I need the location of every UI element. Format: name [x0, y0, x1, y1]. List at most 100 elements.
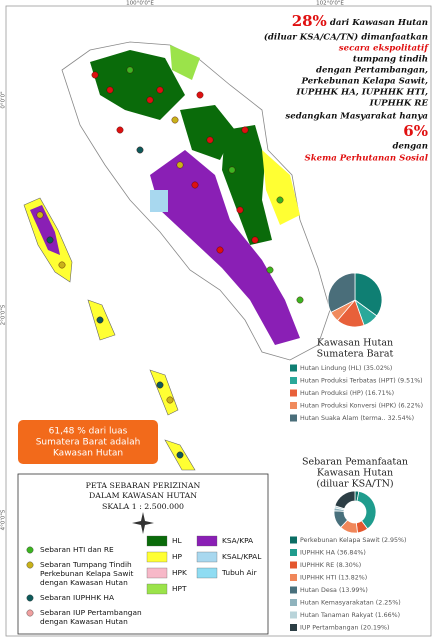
- legend-label: Hutan Produksi Konversi (HPK) (6.22%): [300, 403, 423, 410]
- hl-zone: [222, 125, 272, 245]
- headline-text: dari Kawasan Hutan: [330, 18, 428, 28]
- map-art: [23, 41, 331, 471]
- map-point: [46, 236, 54, 244]
- legend-label: HPK: [172, 568, 187, 577]
- headline-text: dengan: [392, 142, 428, 152]
- legend-label: Tubuh Air: [221, 568, 258, 577]
- map-point: [156, 86, 164, 94]
- legend-swatch: [290, 389, 297, 397]
- headline: 28% dari Kawasan Hutan (diluar KSA/CA/TN…: [264, 12, 429, 164]
- legend-value: (13.82%): [338, 575, 367, 582]
- legend-label: Hutan Produksi Terbatas (HPT) (9.51%): [300, 378, 423, 385]
- map-point: [206, 136, 214, 144]
- legend-name: Perkebunan Kelapa Sawit: [300, 537, 380, 544]
- legend-name: Hutan Kemasyarakatan: [300, 600, 374, 607]
- map-point: [156, 381, 164, 389]
- map-point: [276, 196, 284, 204]
- legend-swatch: [290, 364, 297, 372]
- legend-label: KSAL/KPAL: [222, 552, 262, 561]
- legend-swatch: [146, 567, 168, 579]
- legend-swatch: [146, 535, 168, 547]
- legend-swatch: [290, 402, 297, 409]
- headline-emph: Skema Perhutanan Sosial: [305, 154, 429, 164]
- legend-label: IUPHHK HA (36.84%): [300, 550, 366, 557]
- legend-swatch: [290, 624, 297, 631]
- legend-label: HP: [172, 552, 183, 561]
- legend-swatch: [290, 586, 297, 594]
- headline-text: Perkebunan Kelapa Sawit,: [300, 77, 428, 87]
- legend-label: Sebaran IUP Pertambangan: [40, 608, 142, 617]
- callout-text: Kawasan Hutan: [53, 449, 123, 459]
- map-point: [176, 161, 184, 169]
- legend-swatch: [290, 561, 297, 569]
- coord-label: 102°0'0"E: [316, 1, 344, 7]
- callout-text: 61,48 % dari luas: [49, 427, 128, 437]
- headline-text: IUPHHK RE: [369, 99, 429, 109]
- headline-text: dengan Pertambangan,: [316, 66, 428, 76]
- legend-name: IUPHHK HTI: [300, 575, 336, 582]
- legend-swatch: [290, 536, 297, 544]
- legend-point: [26, 609, 34, 617]
- pie-slice: [334, 490, 356, 510]
- legend-value: (16.71%): [365, 390, 394, 397]
- legend-scale: SKALA 1 : 2.500.000: [102, 502, 184, 511]
- legend-box: [17, 473, 269, 635]
- callout-box: [18, 420, 158, 464]
- map-point: [116, 126, 124, 134]
- legend-name: Hutan Produksi Terbatas (HPT): [300, 378, 396, 385]
- legend-title: DALAM KAWASAN HUTAN: [89, 491, 197, 500]
- legend-swatch: [290, 599, 297, 606]
- legend-value: (20.19%): [360, 625, 389, 632]
- legend-name: Hutan Suaka Alam (terma..: [300, 415, 386, 422]
- legend-name: Hutan Tanaman Rakyat: [300, 612, 374, 619]
- legend-value: 32.54%): [388, 415, 414, 422]
- callout-text: Sumatera Barat adalah: [36, 438, 141, 448]
- map-point: [216, 246, 224, 254]
- legend-swatch: [146, 583, 168, 595]
- ksa-zone: [30, 205, 60, 255]
- hp-zone: [262, 150, 300, 225]
- legend-title: PETA SEBARAN PERIZINAN: [86, 481, 201, 490]
- map-point: [176, 451, 184, 459]
- ksa-zone: [150, 150, 300, 345]
- legend-label: Hutan Kemasyarakatan (2.25%): [300, 600, 401, 607]
- pie-title: (diluar KSA/TN): [316, 479, 393, 490]
- legend-value: (8.30%): [336, 562, 361, 569]
- island: [149, 369, 179, 416]
- legend-label: IUP Pertambangan (20.19%): [300, 625, 389, 632]
- legend-swatch: [196, 567, 218, 579]
- pie-title: Kawasan Hutan: [317, 468, 393, 479]
- legend-swatch: [146, 551, 168, 563]
- headline-emph: secara ekspolitatif: [339, 44, 429, 54]
- headline-text: IUPHHK HA, IUPHHK HTI,: [295, 88, 428, 98]
- map-point: [146, 96, 154, 104]
- legend-label: Hutan Lindung (HL) (35.02%): [300, 365, 392, 372]
- legend-value: (2.95%): [382, 537, 407, 544]
- legend-point: [26, 594, 34, 602]
- legend-label: Sebaran HTI dan RE: [40, 545, 114, 554]
- legend-value: (36.84%): [337, 550, 366, 557]
- legend-value: (6.22%): [398, 403, 423, 410]
- pie-title: Sebaran Pemanfaatan: [302, 457, 408, 468]
- legend-swatch: [290, 574, 297, 581]
- map-point: [126, 66, 134, 74]
- map-point: [171, 116, 179, 124]
- legend-label: Sebaran IUPHHK HA: [40, 593, 114, 602]
- legend-label: HPT: [172, 584, 187, 593]
- hl-zone: [90, 50, 185, 120]
- map-point: [106, 86, 114, 94]
- lake: [150, 190, 168, 212]
- map-point: [236, 206, 244, 214]
- legend-value: (9.51%): [398, 378, 423, 385]
- map-point: [266, 266, 274, 274]
- legend-swatch: [290, 377, 297, 384]
- legend-name: Hutan Produksi Konversi (HPK): [300, 403, 396, 410]
- legend-point: [26, 561, 34, 569]
- headline-pct: 28%: [292, 12, 327, 30]
- legend-label: Perkebunan Kelapa Sawit (2.95%): [300, 537, 406, 544]
- map-point: [36, 211, 44, 219]
- headline-text: tumpang tindih: [353, 55, 428, 65]
- map-point: [196, 91, 204, 99]
- legend-value: (2.25%): [376, 600, 401, 607]
